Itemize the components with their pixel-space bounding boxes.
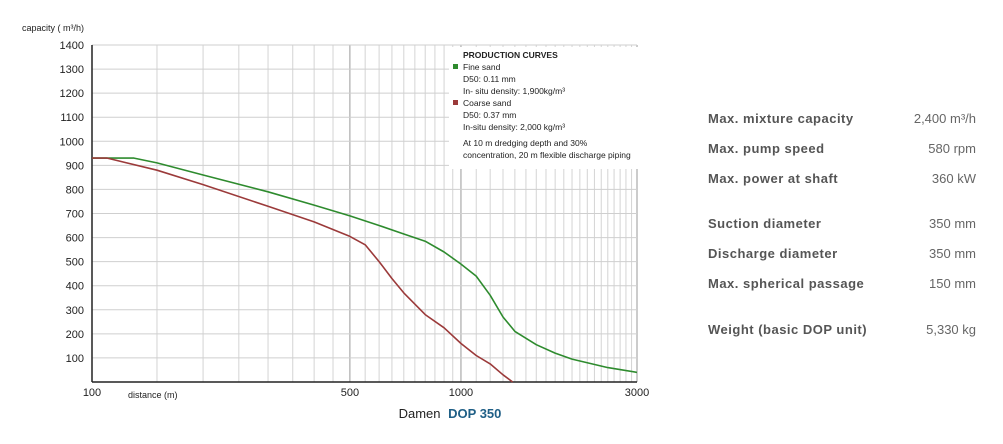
legend-entry-name: Fine sand [463, 62, 501, 72]
y-tick-label: 100 [66, 353, 84, 365]
spec-row-max-mixture-capacity: Max. mixture capacity 2,400 m³/h [708, 103, 976, 133]
x-tick-label: 500 [341, 387, 359, 399]
spec-label: Suction diameter [708, 215, 822, 231]
spec-label: Weight (basic DOP unit) [708, 321, 868, 337]
legend-title: PRODUCTION CURVES [463, 50, 558, 60]
spec-value: 580 rpm [928, 140, 976, 156]
spec-row-max-pump-speed: Max. pump speed 580 rpm [708, 133, 976, 163]
y-tick-label: 300 [66, 305, 84, 317]
y-tick-label: 700 [66, 209, 84, 221]
y-tick-label: 500 [66, 257, 84, 269]
spec-value: 150 mm [929, 275, 976, 291]
y-tick-label: 200 [66, 329, 84, 341]
legend-background [449, 47, 642, 169]
spec-label: Max. spherical passage [708, 275, 865, 291]
series-line-coarse-sand [92, 157, 514, 383]
spec-value: 360 kW [931, 170, 976, 186]
y-tick-label: 600 [66, 233, 84, 245]
chart-caption: Damen DOP 350 [350, 406, 550, 421]
legend-entry-detail: D50: 0.37 mm [463, 110, 516, 120]
y-tick-label: 1300 [60, 64, 84, 76]
spec-table: Max. mixture capacity 2,400 m³/h Max. pu… [708, 103, 976, 344]
y-axis-title: capacity ( m³/h) [22, 23, 84, 33]
x-axis-title: distance (m) [128, 390, 178, 400]
y-tick-label: 1100 [60, 112, 84, 124]
spec-row-max-spherical-passage: Max. spherical passage 150 mm [708, 268, 976, 298]
legend-note: concentration, 20 m flexible discharge p… [463, 150, 631, 160]
legend-swatch [453, 64, 458, 69]
x-tick-label: 1000 [449, 387, 473, 399]
legend-entry-detail: D50: 0.11 mm [463, 74, 516, 84]
spec-label: Max. power at shaft [708, 170, 839, 186]
spec-label: Max. mixture capacity [708, 110, 854, 126]
legend-swatch [453, 100, 458, 105]
spec-value: 350 mm [929, 245, 976, 261]
spec-value: 5,330 kg [926, 321, 976, 337]
legend-entry-detail: In-situ density: 2,000 kg/m³ [463, 122, 565, 132]
caption-brand: Damen [398, 406, 441, 421]
spec-row-discharge-diameter: Discharge diameter 350 mm [708, 238, 976, 268]
spec-value: 350 mm [929, 215, 976, 231]
y-tick-label: 1000 [60, 136, 84, 148]
y-tick-label: 900 [66, 160, 84, 172]
spec-row-suction-diameter: Suction diameter 350 mm [708, 208, 976, 238]
y-tick-label: 800 [66, 184, 84, 196]
legend-entry-name: Coarse sand [463, 98, 511, 108]
y-tick-label: 1200 [60, 88, 84, 100]
legend-note: At 10 m dredging depth and 30% [463, 138, 588, 148]
spec-label: Discharge diameter [708, 245, 838, 261]
spec-label: Max. pump speed [708, 140, 825, 156]
y-tick-label: 1400 [60, 40, 84, 52]
x-tick-label: 3000 [625, 387, 649, 399]
x-tick-label: 100 [83, 387, 101, 399]
series-line-fine-sand [92, 157, 638, 374]
spec-row-weight: Weight (basic DOP unit) 5,330 kg [708, 314, 976, 344]
spec-value: 2,400 m³/h [913, 110, 976, 126]
spec-row-max-power-at-shaft: Max. power at shaft 360 kW [708, 163, 976, 193]
legend-entry-detail: In- situ density: 1,900kg/m³ [463, 86, 565, 96]
caption-model: DOP 350 [448, 406, 502, 421]
y-tick-label: 400 [66, 281, 84, 293]
